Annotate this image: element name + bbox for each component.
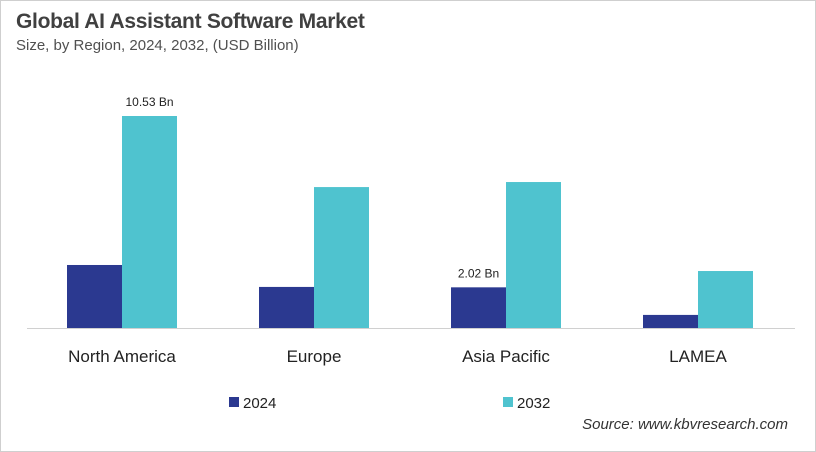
legend-label-2032: 2032 xyxy=(517,395,550,412)
legend-swatch-2032 xyxy=(503,397,513,407)
bar-2032-1 xyxy=(314,187,369,328)
bar-2024-3 xyxy=(643,314,698,328)
x-tick-label: Europe xyxy=(287,347,342,366)
bar-2024-0 xyxy=(67,264,122,328)
bar-2024-2 xyxy=(451,287,506,328)
source-note: Source: www.kbvresearch.com xyxy=(582,416,788,433)
bar-2024-1 xyxy=(259,286,314,328)
chart-subtitle: Size, by Region, 2024, 2032, (USD Billio… xyxy=(16,37,299,54)
x-tick-label: LAMEA xyxy=(669,347,727,366)
chart-title: Global AI Assistant Software Market xyxy=(16,10,365,33)
legend-label-2024: 2024 xyxy=(243,395,276,412)
bar-2032-2 xyxy=(506,182,561,328)
bar-2032-0 xyxy=(122,116,177,328)
data-label: 2.02 Bn xyxy=(458,266,499,280)
x-tick-label: Asia Pacific xyxy=(462,347,550,366)
x-tick-label: North America xyxy=(68,347,176,366)
data-label: 10.53 Bn xyxy=(125,95,173,109)
legend-swatch-2024 xyxy=(229,397,239,407)
bar-2032-3 xyxy=(698,271,753,328)
